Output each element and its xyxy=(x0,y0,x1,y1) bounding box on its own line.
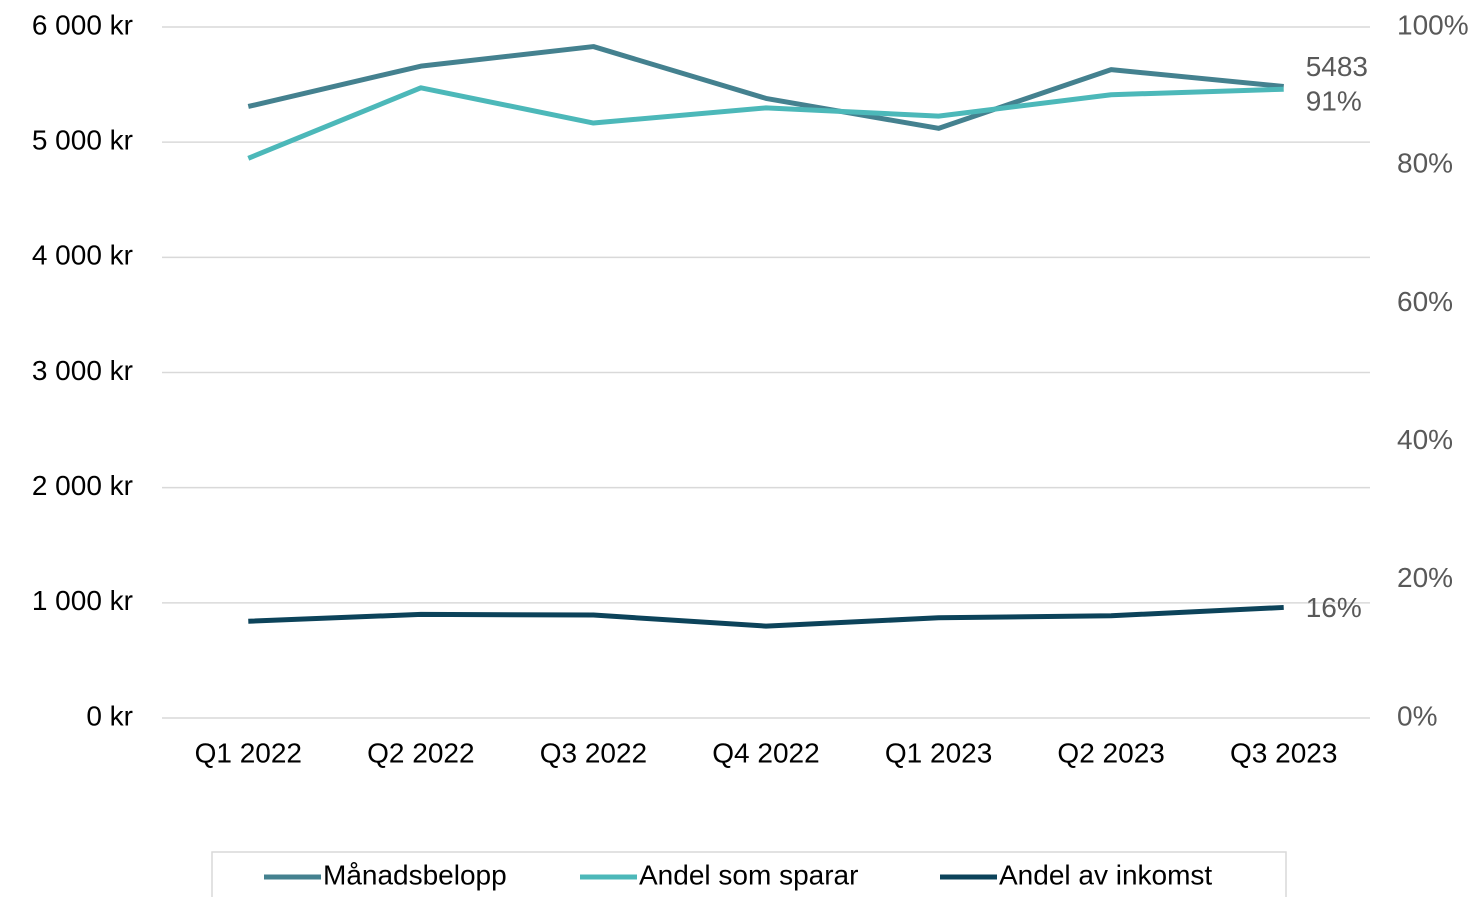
series-line xyxy=(247,44,1284,131)
x-tick-label: Q1 2022 xyxy=(195,737,302,768)
y-tick-label: 0 kr xyxy=(86,700,133,731)
x-tick-label: Q1 2023 xyxy=(885,737,992,768)
legend-label: Andel som sparar xyxy=(639,859,858,890)
y-tick-label: 2 000 kr xyxy=(32,470,133,501)
y2-tick-label: 40% xyxy=(1397,424,1453,455)
legend-label: Månadsbelopp xyxy=(323,859,507,890)
series-line xyxy=(248,604,1284,629)
x-tick-label: Q2 2022 xyxy=(367,737,474,768)
data-label: 91% xyxy=(1306,86,1362,117)
x-tick-label: Q2 2023 xyxy=(1057,737,1164,768)
y-tick-label: 5 000 kr xyxy=(32,125,133,156)
legend-box xyxy=(211,851,1287,897)
x-tick-label: Q3 2022 xyxy=(540,737,647,768)
y2-tick-label: 100% xyxy=(1397,9,1469,40)
y-tick-label: 4 000 kr xyxy=(32,240,133,271)
y-tick-label: 3 000 kr xyxy=(32,355,133,386)
y-tick-label: 6 000 kr xyxy=(32,9,133,40)
x-tick-label: Q3 2023 xyxy=(1230,737,1337,768)
series-line xyxy=(247,85,1284,161)
data-label: 5483 xyxy=(1306,51,1368,82)
legend-label: Andel av inkomst xyxy=(999,859,1212,890)
y2-tick-label: 20% xyxy=(1397,562,1453,593)
y2-tick-label: 60% xyxy=(1397,286,1453,317)
x-tick-label: Q4 2022 xyxy=(712,737,819,768)
y-tick-label: 1 000 kr xyxy=(32,585,133,616)
y2-tick-label: 0% xyxy=(1397,700,1437,731)
y2-tick-label: 80% xyxy=(1397,148,1453,179)
data-label: 16% xyxy=(1306,592,1362,623)
